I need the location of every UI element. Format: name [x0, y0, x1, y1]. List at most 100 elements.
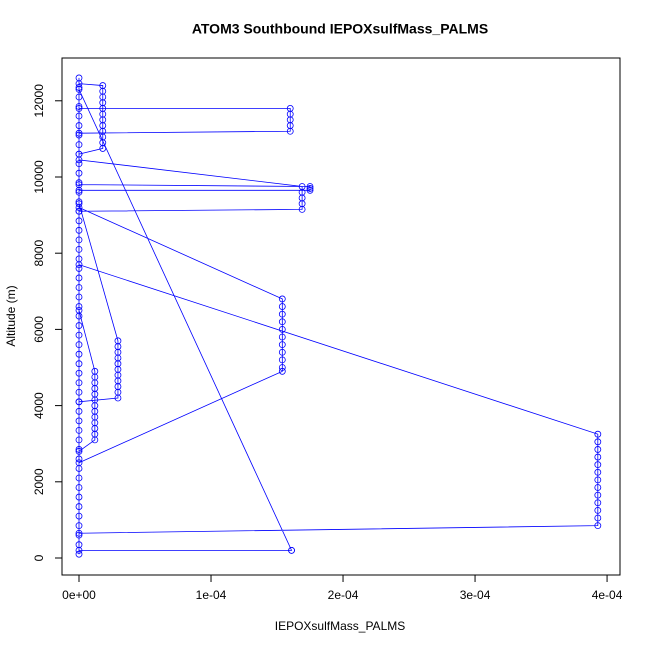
data-point	[298, 205, 306, 213]
data-point	[278, 367, 286, 375]
x-tick-label: 1e-04	[196, 588, 227, 602]
y-tick-label: 6000	[32, 316, 46, 343]
data-point	[75, 493, 83, 501]
y-tick-label: 8000	[32, 240, 46, 267]
data-point	[75, 274, 83, 282]
data-point	[306, 185, 314, 192]
data-point	[75, 379, 83, 387]
x-tick-label: 0e+00	[62, 588, 96, 602]
data-point	[75, 284, 83, 291]
data-point	[99, 145, 107, 152]
data-point	[75, 512, 83, 520]
data-point	[278, 325, 286, 333]
data-point	[75, 200, 83, 208]
data-point	[75, 112, 83, 120]
data-point	[594, 468, 602, 476]
data-point	[75, 207, 83, 215]
y-tick-label: 0	[32, 554, 46, 561]
data-point	[75, 398, 83, 406]
data-point	[75, 186, 83, 194]
data-point	[594, 446, 602, 453]
data-point	[114, 394, 122, 402]
data-point	[594, 461, 602, 469]
data-point	[75, 141, 83, 149]
data-point	[75, 503, 83, 510]
data-point	[594, 499, 602, 507]
data-point	[75, 245, 83, 253]
x-tick-label: 3e-04	[460, 588, 491, 602]
data-point	[75, 369, 83, 377]
data-point	[594, 484, 602, 491]
y-tick-label: 4000	[32, 392, 46, 419]
data-point	[278, 303, 286, 310]
data-point	[594, 430, 602, 438]
data-point	[75, 531, 83, 539]
x-tick-label: 2e-04	[328, 588, 359, 602]
data-point	[75, 474, 83, 482]
data-point	[594, 438, 602, 446]
data-point	[594, 522, 602, 530]
data-point	[75, 388, 83, 396]
data-point	[306, 183, 314, 190]
data-point	[75, 169, 83, 177]
data-point	[75, 84, 83, 91]
data-point	[75, 350, 83, 358]
x-axis-label: IEPOXsulfMass_PALMS	[275, 619, 406, 633]
data-point	[75, 417, 83, 425]
data-point	[75, 156, 83, 164]
data-point	[278, 295, 286, 303]
x-tick-label: 4e-04	[592, 588, 623, 602]
data-point	[75, 303, 83, 310]
data-point	[286, 127, 294, 135]
data-point	[75, 360, 83, 368]
data-point	[75, 447, 83, 455]
y-tick-label: 12000	[32, 84, 46, 118]
data-point	[278, 348, 286, 356]
data-point	[594, 491, 602, 499]
data-point	[278, 341, 286, 349]
data-point	[75, 331, 83, 339]
data-point	[278, 333, 286, 341]
data-point	[75, 265, 83, 272]
data-point	[75, 122, 83, 129]
data-point	[75, 306, 83, 314]
data-point	[75, 236, 83, 244]
data-point	[75, 105, 83, 112]
data-point	[278, 318, 286, 326]
data-point	[594, 476, 602, 484]
data-point	[75, 446, 83, 453]
data-point	[75, 455, 83, 463]
data-point	[75, 459, 83, 467]
data-point	[75, 103, 83, 110]
y-tick-label: 2000	[32, 468, 46, 495]
y-axis-label: Altitude (m)	[4, 285, 18, 346]
data-point	[75, 179, 83, 187]
data-point	[75, 484, 83, 491]
data-point	[91, 436, 99, 444]
data-point	[75, 341, 83, 349]
data-point	[75, 261, 83, 269]
data-point	[75, 522, 83, 530]
data-point	[75, 436, 83, 444]
data-point	[75, 426, 83, 434]
data-point	[75, 160, 83, 168]
data-point	[75, 546, 83, 554]
chart-title: ATOM3 Southbound IEPOXsulfMass_PALMS	[192, 21, 488, 37]
data-point	[75, 550, 83, 558]
data-point	[75, 93, 83, 101]
data-point	[594, 514, 602, 522]
data-point	[306, 186, 314, 194]
data-point	[594, 506, 602, 514]
data-point	[75, 217, 83, 225]
data-point	[75, 529, 83, 537]
data-point	[75, 131, 83, 139]
data-point	[75, 407, 83, 415]
data-point	[75, 129, 83, 137]
data-point	[75, 293, 83, 301]
data-point	[75, 204, 83, 211]
data-point	[278, 356, 286, 364]
data-point	[278, 364, 286, 371]
data-point	[75, 188, 83, 196]
